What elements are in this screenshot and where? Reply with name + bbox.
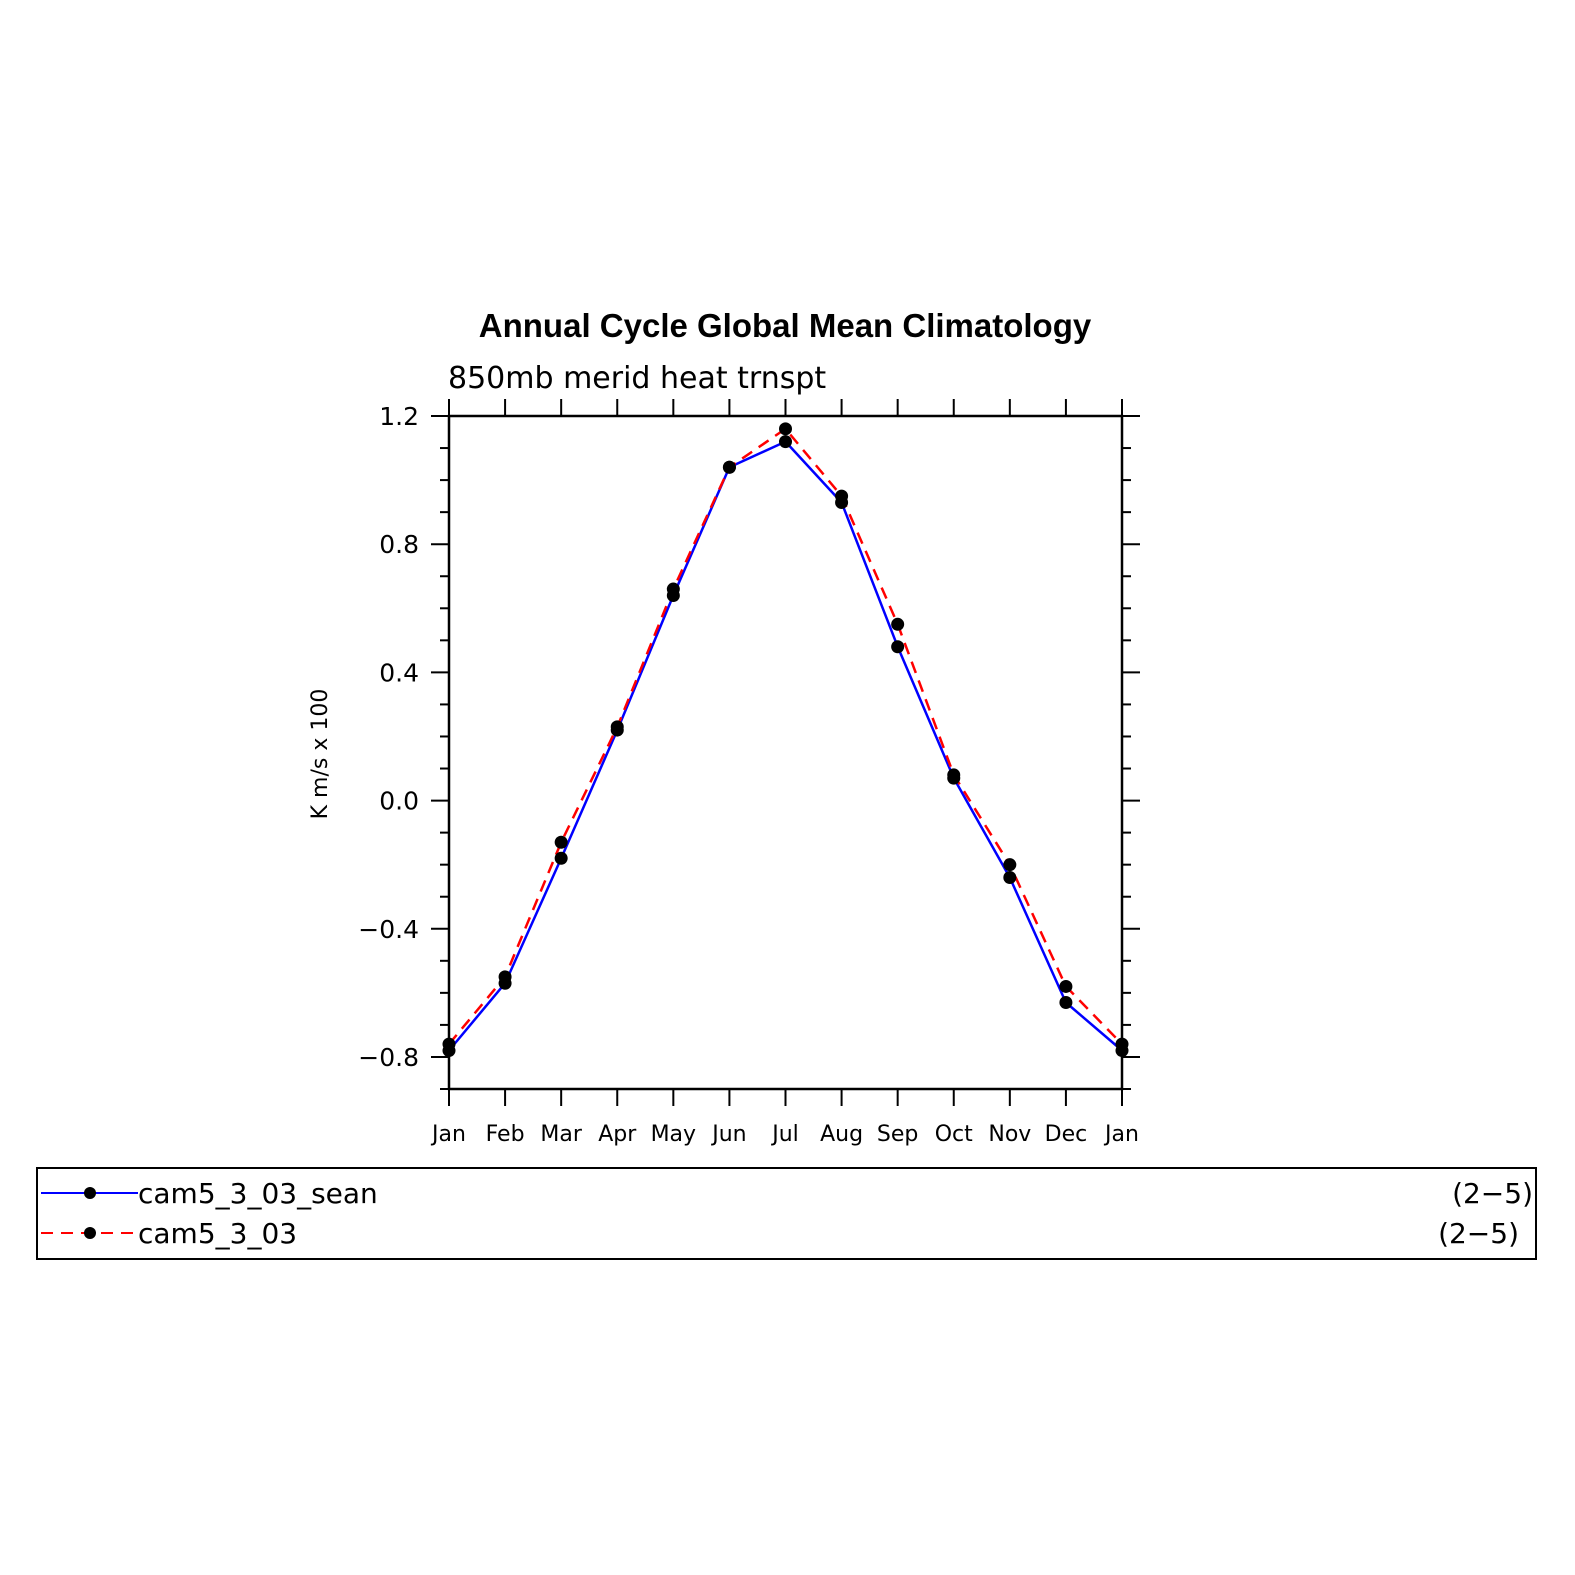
x-tick-label: Mar [540,1122,582,1147]
series-line-cam5_3_03 [448,427,1123,1045]
data-point-cam5_3_03 [554,835,568,849]
x-tick-label: Nov [988,1122,1031,1147]
data-point-cam5_3_03_sean [891,640,905,654]
legend: cam5_3_03_sean (2−5) cam5_3_03 (2−5) [36,1167,1537,1260]
data-point-cam5_3_03 [947,768,961,782]
y-tick-label: 0.0 [379,787,419,816]
legend-box [36,1167,1537,1260]
y-tick-label: 1.2 [379,402,419,431]
data-point-cam5_3_03_sean [1059,995,1073,1009]
data-markers [442,422,1129,1058]
data-point-cam5_3_03_sean [1003,870,1017,884]
series-lines [448,427,1123,1052]
data-point-cam5_3_03 [891,617,905,631]
y-tick-label: 0.8 [379,530,419,559]
x-tick-label: Apr [598,1122,637,1147]
y-tick-label: 0.4 [379,658,419,687]
data-point-cam5_3_03 [442,1037,456,1051]
y-axis-label: K m/s x 100 [308,689,333,820]
chart-subtitle: 850mb merid heat trnspt [448,361,826,396]
data-point-cam5_3_03 [1003,858,1017,872]
x-tick-label: Oct [935,1122,973,1147]
legend-item-sean: cam5_3_03_sean (2−5) [41,1177,1533,1210]
x-tick-label: Dec [1045,1122,1088,1147]
axes: −0.8 −0.4 0.0 0.4 0.8 1.2 Jan Feb Mar Apr May Jun Ju… [358,399,1140,1147]
data-point-cam5_3_03_sean [554,851,568,865]
data-point-cam5_3_03 [666,582,680,596]
chart-title: Annual Cycle Global Mean Climatology [479,307,1092,344]
legend-marker-sean [84,1187,96,1199]
legend-label-cam5: cam5_3_03 [138,1217,297,1250]
data-point-cam5_3_03 [610,720,624,734]
x-tick-label: Aug [820,1122,863,1147]
y-tick-label: −0.4 [358,915,419,944]
series-line-cam5_3_03_sean [448,440,1123,1052]
data-point-cam5_3_03 [779,422,792,436]
x-tick-label: Feb [486,1122,525,1147]
x-tick-label: Jun [710,1122,746,1147]
legend-range-sean: (2−5) [1452,1177,1533,1210]
data-point-cam5_3_03 [498,970,512,984]
legend-label-sean: cam5_3_03_sean [138,1177,378,1210]
legend-range-cam5: (2−5) [1438,1217,1519,1250]
x-tick-label: Jan [1103,1122,1139,1147]
data-point-cam5_3_03 [835,489,849,503]
data-point-cam5_3_03 [722,460,736,474]
y-tick-label: −0.8 [358,1043,419,1072]
x-tick-label: Jul [770,1122,799,1147]
x-tick-label: Sep [877,1122,918,1147]
plot-frame [447,414,1124,1091]
legend-item-cam5: cam5_3_03 (2−5) [41,1217,1519,1250]
data-point-cam5_3_03 [1115,1037,1129,1051]
x-tick-label: May [651,1122,696,1147]
data-point-cam5_3_03_sean [779,435,792,449]
data-point-cam5_3_03 [1059,979,1073,993]
legend-marker-cam5 [84,1227,96,1239]
x-tick-label: Jan [430,1122,466,1147]
